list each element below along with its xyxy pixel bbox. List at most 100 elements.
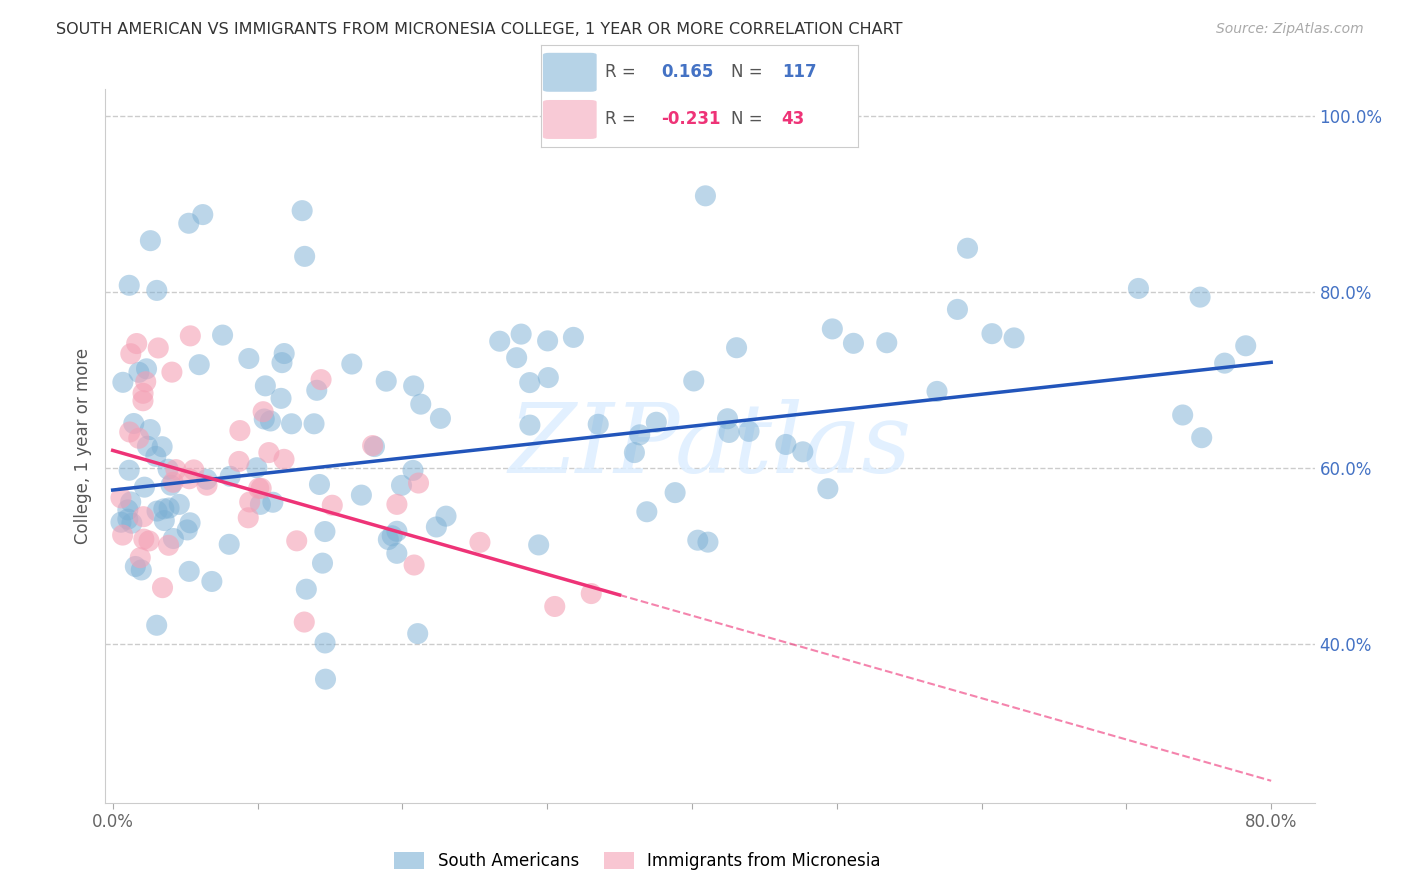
Point — [250, 482, 273, 496]
Point — [842, 336, 865, 351]
Point — [586, 417, 609, 432]
Point — [179, 472, 201, 486]
Point — [201, 574, 224, 589]
Point — [183, 463, 205, 477]
Point — [305, 384, 328, 398]
Point — [536, 334, 558, 348]
Point — [409, 397, 432, 411]
Point — [350, 488, 373, 502]
Text: Source: ZipAtlas.com: Source: ZipAtlas.com — [1216, 22, 1364, 37]
Point — [425, 520, 447, 534]
Point — [1189, 290, 1212, 304]
FancyBboxPatch shape — [543, 100, 596, 139]
Point — [176, 523, 198, 537]
Point — [581, 586, 603, 600]
Text: SOUTH AMERICAN VS IMMIGRANTS FROM MICRONESIA COLLEGE, 1 YEAR OR MORE CORRELATION: SOUTH AMERICAN VS IMMIGRANTS FROM MICRON… — [56, 22, 903, 37]
Point — [488, 334, 510, 349]
Point — [238, 351, 260, 366]
Point — [1191, 431, 1213, 445]
Point — [385, 546, 408, 560]
Point — [381, 529, 404, 543]
Point — [645, 415, 668, 429]
Point — [1234, 339, 1257, 353]
Text: N =: N = — [731, 63, 768, 81]
Point — [179, 516, 201, 530]
Point — [122, 417, 145, 431]
Point — [110, 491, 132, 505]
Point — [718, 425, 741, 440]
Point — [218, 537, 240, 551]
Y-axis label: College, 1 year or more: College, 1 year or more — [73, 348, 91, 544]
Point — [160, 478, 183, 492]
Point — [132, 386, 155, 401]
Point — [1171, 408, 1194, 422]
Point — [153, 501, 176, 516]
Point — [195, 478, 218, 492]
Point — [169, 497, 191, 511]
Point — [262, 495, 284, 509]
Point — [391, 478, 413, 492]
Point — [273, 452, 295, 467]
Point — [153, 514, 176, 528]
Point — [157, 462, 180, 476]
Point — [124, 559, 146, 574]
Point — [519, 376, 541, 390]
Point — [537, 370, 560, 384]
Point — [510, 327, 533, 342]
Point — [664, 485, 686, 500]
Point — [121, 516, 143, 531]
Point — [254, 379, 277, 393]
Point — [138, 533, 160, 548]
Point — [402, 463, 425, 477]
Point — [135, 361, 157, 376]
Point — [406, 626, 429, 640]
Point — [377, 533, 399, 547]
Legend: South Americans, Immigrants from Micronesia: South Americans, Immigrants from Microne… — [388, 845, 887, 877]
Point — [145, 618, 167, 632]
Text: 43: 43 — [782, 111, 806, 128]
Point — [150, 440, 173, 454]
Point — [146, 284, 169, 298]
Point — [686, 533, 709, 548]
Point — [111, 528, 134, 542]
Point — [160, 365, 183, 379]
Point — [314, 524, 336, 539]
Point — [363, 440, 385, 454]
Point — [1213, 356, 1236, 370]
Point — [308, 477, 330, 491]
Point — [257, 445, 280, 459]
Text: N =: N = — [731, 111, 768, 128]
Point — [179, 565, 201, 579]
Point — [120, 347, 142, 361]
Point — [132, 509, 155, 524]
Point — [129, 550, 152, 565]
Point — [876, 335, 898, 350]
Point — [179, 329, 201, 343]
Point — [946, 302, 969, 317]
Point — [315, 672, 337, 686]
Point — [925, 384, 948, 399]
Point — [562, 330, 585, 344]
Point — [128, 431, 150, 445]
Point — [136, 439, 159, 453]
Point — [292, 615, 315, 629]
Point — [145, 450, 167, 464]
Point — [219, 469, 242, 483]
Point — [270, 392, 292, 406]
Point — [253, 412, 276, 426]
Point — [285, 533, 308, 548]
Point — [404, 558, 426, 572]
Point — [314, 636, 336, 650]
Point — [295, 582, 318, 597]
Point — [716, 411, 738, 425]
Point — [271, 356, 294, 370]
Point — [117, 503, 139, 517]
Point — [188, 358, 211, 372]
Point — [157, 538, 180, 552]
Point — [246, 460, 269, 475]
Point — [302, 417, 325, 431]
Point — [111, 376, 134, 390]
Point — [125, 336, 148, 351]
Point — [821, 322, 844, 336]
Point — [162, 475, 184, 490]
